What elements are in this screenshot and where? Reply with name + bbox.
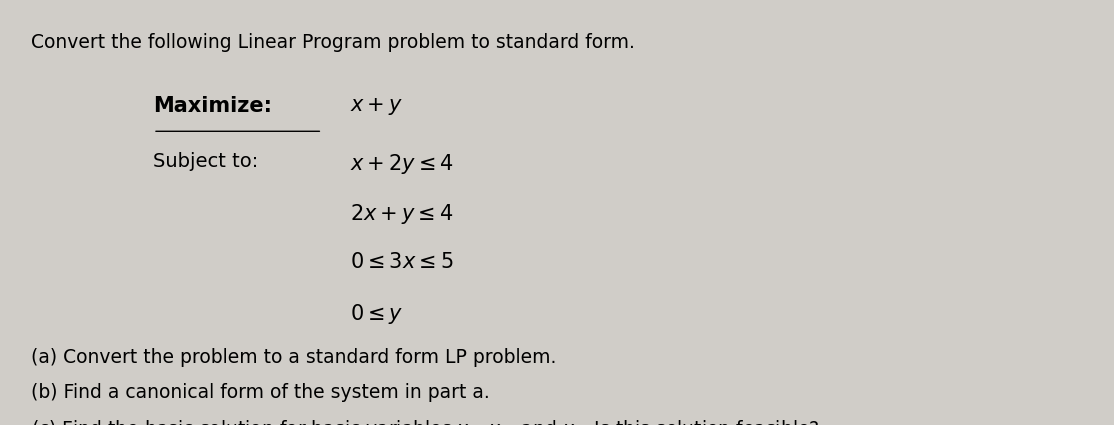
Text: Maximize:: Maximize: [153,96,272,116]
Text: $0 \leq 3x \leq 5$: $0 \leq 3x \leq 5$ [350,252,453,272]
Text: Subject to:: Subject to: [153,152,258,171]
Text: (a) Convert the problem to a standard form LP problem.: (a) Convert the problem to a standard fo… [31,348,556,367]
Text: (b) Find a canonical form of the system in part a.: (b) Find a canonical form of the system … [31,383,489,402]
Text: (c) Find the basic solution for basic variables $x_1$, $x_4$, and $x_5$. Is this: (c) Find the basic solution for basic va… [31,419,820,425]
Text: $2x+y \leq 4$: $2x+y \leq 4$ [350,202,453,226]
Text: $x+y$: $x+y$ [350,96,402,117]
Text: Convert the following Linear Program problem to standard form.: Convert the following Linear Program pro… [31,34,635,52]
Text: $0 \leq y$: $0 \leq y$ [350,302,403,326]
Text: $x+2y \leq 4$: $x+2y \leq 4$ [350,152,453,176]
